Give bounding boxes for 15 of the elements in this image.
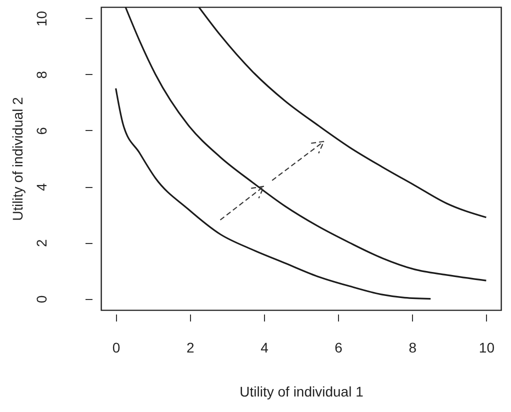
x-tick-label: 8 — [408, 340, 417, 356]
x-axis-title: Utility of individual 1 — [240, 384, 364, 400]
y-axis-title: Utility of individual 2 — [10, 96, 26, 221]
y-tick-label: 8 — [34, 70, 50, 79]
x-tick-label: 10 — [478, 340, 495, 356]
y-tick-label: 2 — [34, 239, 50, 248]
y-tick-label: 10 — [34, 10, 50, 27]
x-tick-label: 4 — [260, 340, 269, 356]
line-series — [115, 88, 432, 300]
x-tick-label: 6 — [334, 340, 343, 356]
y-tick-label: 4 — [34, 182, 50, 191]
y-tick-label: 0 — [34, 295, 50, 304]
x-tick-label: 0 — [112, 340, 120, 356]
x-tick-label: 2 — [186, 340, 194, 356]
y-tick-label: 6 — [34, 126, 50, 135]
